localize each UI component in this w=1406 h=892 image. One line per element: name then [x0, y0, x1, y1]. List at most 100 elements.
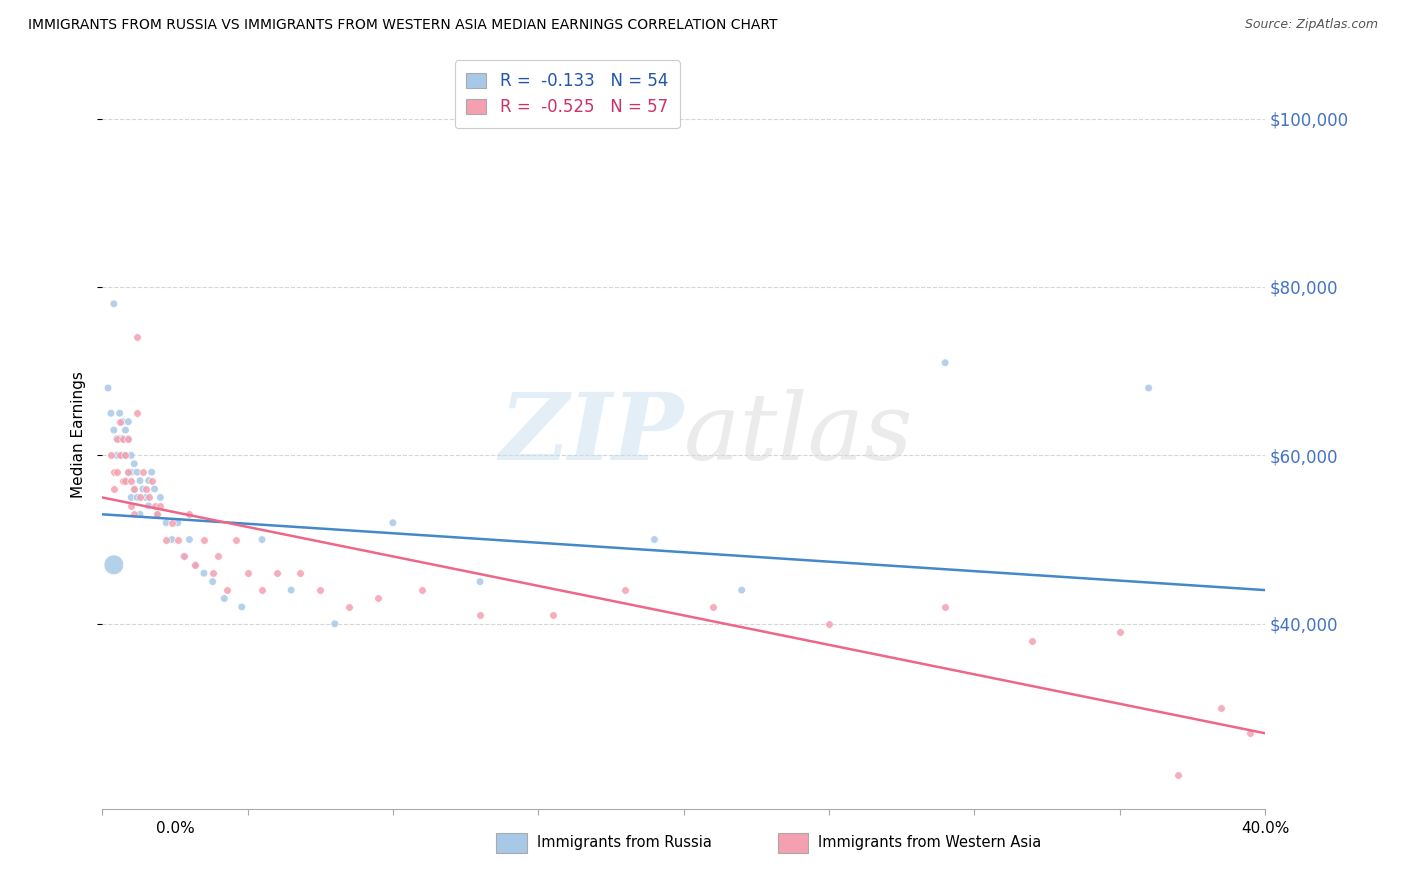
Point: [111, 448, 134, 462]
Point: [120, 491, 142, 505]
Point: [114, 448, 136, 462]
Point: [323, 616, 346, 631]
Point: [111, 474, 134, 488]
Point: [411, 583, 433, 598]
Point: [138, 499, 160, 513]
Point: [120, 499, 142, 513]
Point: [135, 482, 157, 496]
Point: [117, 432, 139, 446]
Point: [129, 508, 152, 522]
Point: [132, 465, 155, 479]
Point: [207, 549, 229, 564]
Point: [1137, 381, 1160, 395]
Point: [141, 474, 163, 488]
Point: [108, 415, 131, 429]
Point: [114, 423, 136, 437]
Point: [818, 616, 841, 631]
Point: [97, 381, 120, 395]
Point: [127, 330, 149, 344]
Point: [184, 558, 207, 572]
Point: [117, 465, 139, 479]
Point: [114, 474, 136, 488]
Point: [129, 491, 152, 505]
Point: [468, 574, 491, 589]
Point: [173, 549, 195, 564]
Point: [155, 533, 177, 547]
Point: [193, 533, 215, 547]
Point: [250, 533, 273, 547]
Point: [120, 448, 142, 462]
Point: [143, 482, 166, 496]
Point: [166, 516, 188, 530]
Point: [173, 549, 195, 564]
Point: [193, 566, 215, 581]
Point: [179, 533, 201, 547]
Point: [122, 482, 145, 496]
Text: 40.0%: 40.0%: [1241, 821, 1289, 836]
Text: Immigrants from Western Asia: Immigrants from Western Asia: [818, 836, 1042, 850]
Point: [1211, 701, 1233, 715]
Point: [122, 508, 145, 522]
Point: [117, 432, 139, 446]
Point: [217, 583, 239, 598]
Point: [231, 599, 253, 614]
Point: [122, 482, 145, 496]
Point: [149, 491, 172, 505]
Text: Source: ZipAtlas.com: Source: ZipAtlas.com: [1244, 18, 1378, 31]
Point: [179, 508, 201, 522]
Point: [114, 448, 136, 462]
Point: [141, 465, 163, 479]
Point: [160, 533, 183, 547]
Point: [160, 516, 183, 530]
Point: [225, 533, 247, 547]
Point: [138, 474, 160, 488]
Point: [643, 533, 665, 547]
Point: [127, 465, 149, 479]
Point: [236, 566, 259, 581]
Point: [105, 432, 128, 446]
Text: ZIP: ZIP: [499, 389, 683, 479]
Point: [117, 465, 139, 479]
Point: [122, 457, 145, 471]
Legend: R =  -0.133   N = 54, R =  -0.525   N = 57: R = -0.133 N = 54, R = -0.525 N = 57: [454, 61, 679, 128]
Point: [934, 599, 956, 614]
Point: [100, 406, 122, 420]
Point: [166, 533, 188, 547]
Point: [309, 583, 332, 598]
Point: [105, 448, 128, 462]
Point: [117, 415, 139, 429]
Point: [266, 566, 288, 581]
Text: Immigrants from Russia: Immigrants from Russia: [537, 836, 711, 850]
Point: [184, 558, 207, 572]
Point: [103, 297, 125, 311]
Text: 0.0%: 0.0%: [156, 821, 195, 836]
Point: [337, 599, 360, 614]
Point: [143, 499, 166, 513]
Point: [132, 482, 155, 496]
Point: [146, 508, 169, 522]
Point: [214, 591, 236, 606]
Point: [127, 406, 149, 420]
Point: [120, 474, 142, 488]
Point: [155, 516, 177, 530]
Point: [367, 591, 389, 606]
Point: [108, 432, 131, 446]
Point: [111, 432, 134, 446]
Point: [730, 583, 752, 598]
Point: [135, 491, 157, 505]
Point: [201, 566, 224, 581]
Point: [1167, 768, 1189, 782]
Point: [288, 566, 311, 581]
Point: [114, 474, 136, 488]
Point: [108, 406, 131, 420]
Point: [614, 583, 637, 598]
Point: [468, 608, 491, 623]
Point: [146, 508, 169, 522]
Point: [250, 583, 273, 598]
Point: [105, 432, 128, 446]
Point: [1239, 726, 1261, 740]
Point: [108, 448, 131, 462]
Point: [201, 574, 224, 589]
Point: [100, 448, 122, 462]
Text: IMMIGRANTS FROM RUSSIA VS IMMIGRANTS FROM WESTERN ASIA MEDIAN EARNINGS CORRELATI: IMMIGRANTS FROM RUSSIA VS IMMIGRANTS FRO…: [28, 18, 778, 32]
